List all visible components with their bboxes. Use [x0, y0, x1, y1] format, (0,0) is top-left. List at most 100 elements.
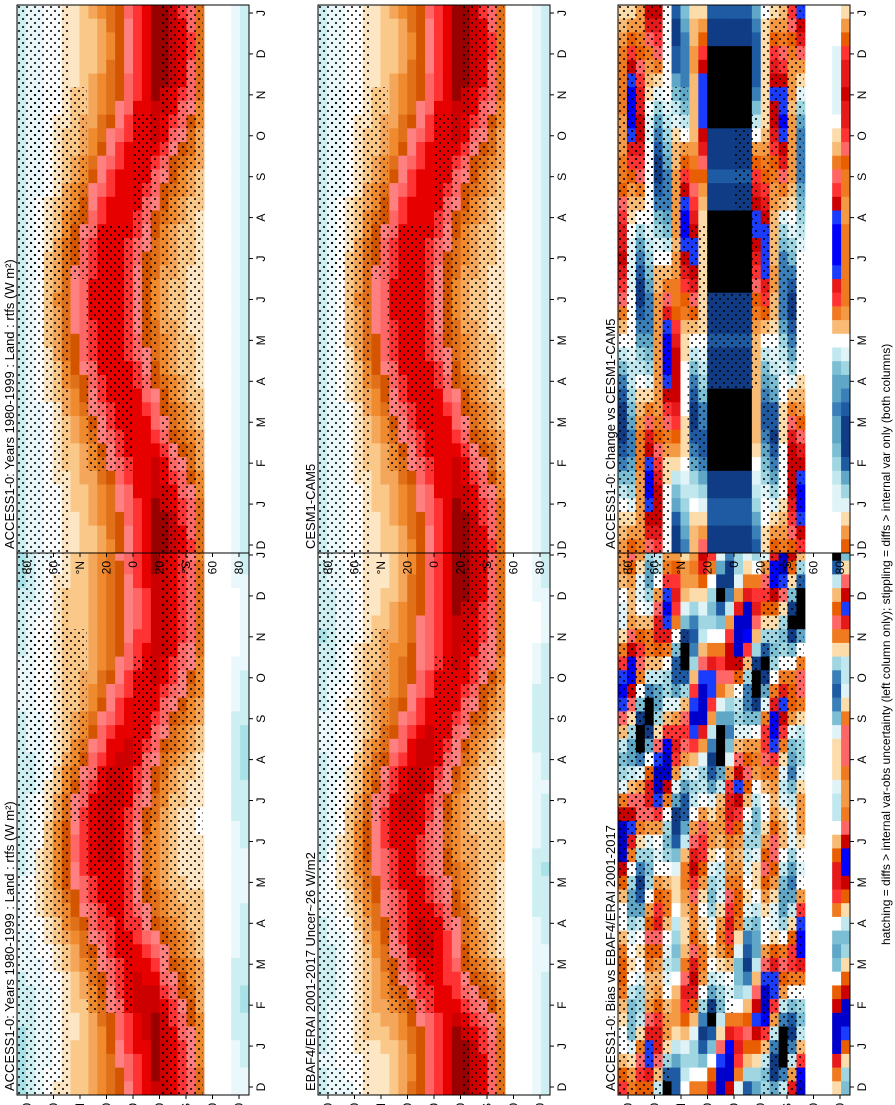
heat-cell — [532, 196, 542, 211]
heat-cell — [133, 614, 143, 630]
heat-cell — [541, 888, 550, 904]
heat-cell — [841, 943, 850, 958]
heat-cell — [514, 1039, 524, 1054]
heat-cell — [115, 141, 125, 156]
heat-cell — [425, 560, 435, 575]
heat-cell — [213, 1039, 223, 1054]
lat-label: 60 — [47, 561, 61, 575]
heat-cell — [407, 628, 417, 643]
heat-cell — [231, 943, 241, 958]
heat-cell — [371, 861, 382, 876]
heat-cell — [541, 127, 550, 142]
heat-cell — [213, 820, 223, 835]
heat-cell — [407, 113, 417, 129]
month-label: M — [254, 959, 268, 969]
heat-cell — [514, 237, 524, 252]
heat-cell — [222, 1053, 232, 1068]
heat-cell — [115, 168, 125, 184]
heat-cell — [204, 168, 214, 184]
heat-cell — [389, 209, 399, 225]
heat-cell — [541, 168, 550, 184]
heat-cell — [70, 847, 81, 863]
heat-cell — [407, 72, 417, 88]
heat-cell — [734, 1025, 744, 1041]
heat-cell — [398, 1080, 408, 1095]
heat-cell — [514, 683, 524, 698]
heat-cell — [231, 264, 241, 279]
heat-cell — [532, 1067, 542, 1082]
heat-cell — [389, 538, 399, 553]
heat-cell — [532, 113, 542, 129]
heat-cell — [841, 1080, 850, 1095]
heat-cell — [389, 483, 399, 499]
heat-cell — [505, 538, 515, 553]
heat-cell — [204, 1039, 214, 1054]
heat-cell — [523, 333, 533, 348]
heat-cell — [451, 442, 462, 458]
month-label: N — [555, 633, 569, 642]
heat-cell — [240, 429, 249, 444]
heat-cell — [150, 1039, 161, 1054]
heat-cell — [523, 642, 533, 657]
heat-cell — [442, 18, 453, 33]
heat-cell — [398, 31, 408, 47]
heat-cell — [240, 5, 249, 19]
heat-cell — [115, 538, 125, 553]
heat-cell — [532, 655, 542, 671]
heat-cell — [451, 5, 462, 19]
heat-cell — [133, 18, 143, 33]
heat-cell — [222, 669, 232, 684]
heat-cell — [541, 415, 550, 430]
heat-cell — [398, 45, 408, 60]
heat-cell — [79, 560, 89, 575]
heat-cell — [115, 1012, 125, 1027]
heat-cell — [222, 560, 232, 575]
lat-label: 60 — [348, 561, 362, 575]
heat-cell — [133, 1039, 143, 1054]
heat-cell — [451, 971, 462, 986]
heat-cell — [222, 209, 232, 225]
heat-cell — [751, 930, 762, 945]
heat-cell — [514, 628, 524, 643]
heat-cell — [514, 1080, 524, 1095]
heat-cell — [523, 264, 533, 279]
heat-cell — [371, 930, 382, 945]
heat-cell — [514, 984, 524, 1000]
heat-cell — [150, 1012, 161, 1027]
heat-cell — [97, 141, 107, 156]
heat-cell — [222, 305, 232, 321]
heat-cell — [523, 209, 533, 225]
lat-label: °N — [374, 1103, 388, 1105]
heat-cell — [70, 902, 81, 917]
heat-cell — [725, 1012, 735, 1027]
heat-cell — [204, 346, 214, 362]
heat-cell — [523, 724, 533, 739]
heat-cell — [231, 401, 241, 416]
heat-cell — [541, 305, 550, 321]
heat-cell — [141, 1080, 152, 1095]
heat-cell — [451, 1067, 462, 1082]
heat-cell — [425, 710, 435, 726]
heat-cell — [841, 1012, 850, 1027]
heat-cell — [523, 765, 533, 780]
heat-cell — [532, 861, 542, 876]
heat-cell — [213, 223, 223, 238]
heat-cell — [106, 113, 116, 129]
heat-cell — [451, 18, 462, 33]
heat-cell — [814, 1053, 824, 1068]
heat-cell — [398, 751, 408, 767]
heat-cell — [204, 415, 214, 430]
heat-cell — [88, 538, 98, 553]
heat-cell — [514, 779, 524, 794]
heat-cell — [680, 1067, 690, 1082]
heat-cell — [407, 5, 417, 19]
heat-cell — [523, 560, 533, 575]
heat-cell — [70, 360, 81, 375]
heat-cell — [841, 971, 850, 986]
heat-cell — [213, 847, 223, 863]
heat-cell — [407, 614, 417, 630]
heat-cell — [442, 1012, 453, 1027]
heat-cell — [106, 483, 116, 499]
month-label: M — [254, 877, 268, 887]
heat-cell — [451, 1080, 462, 1095]
